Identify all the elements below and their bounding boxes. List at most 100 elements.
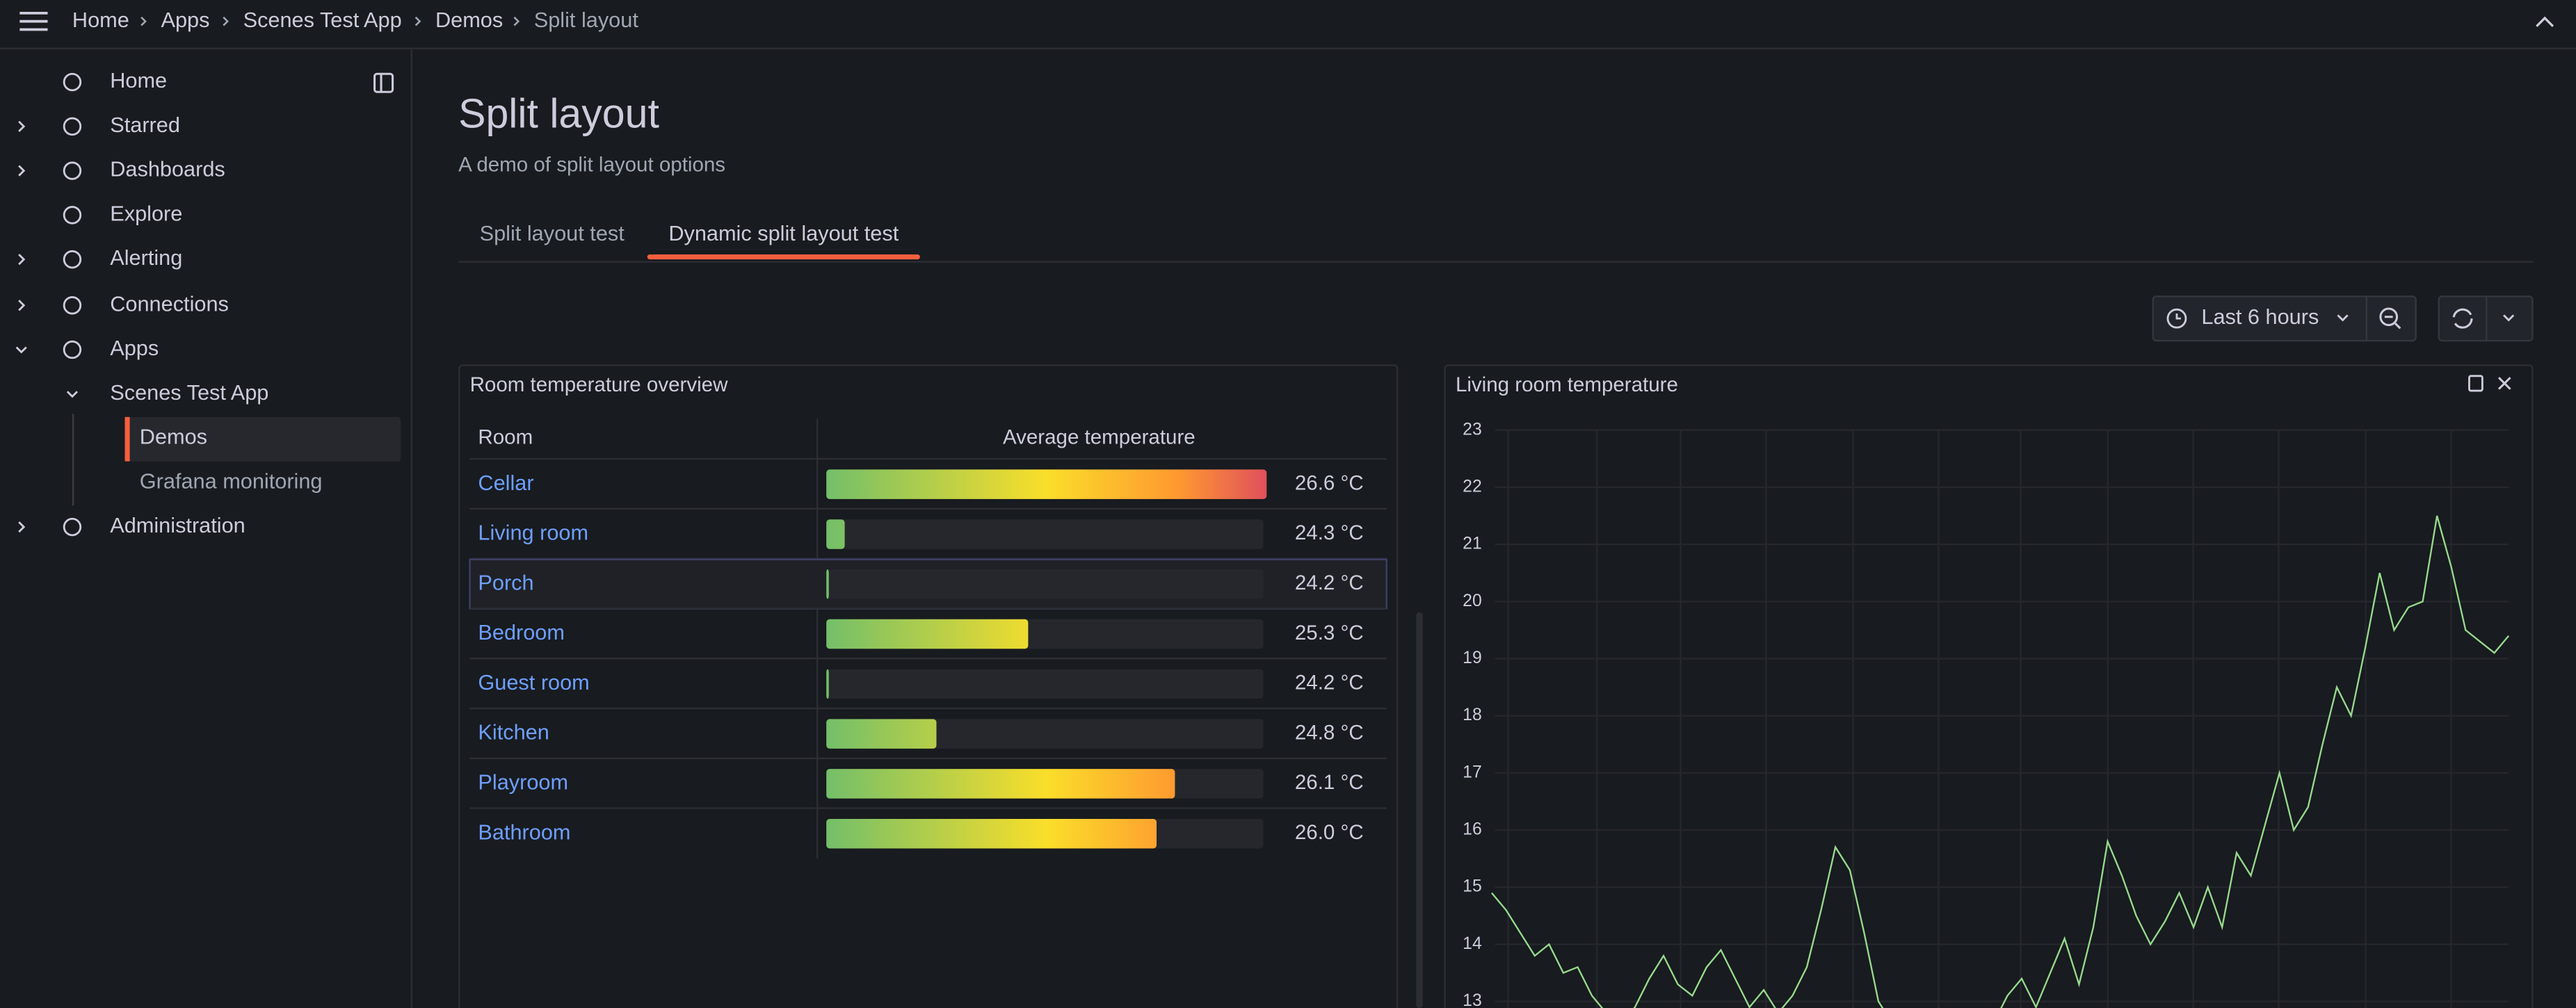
time-range[interactable]: Last 6 hours [2201,304,2319,329]
gauge-value: 26.1 °C [1295,771,1364,794]
nav-active-bg [124,416,401,462]
nav-active-marker [124,416,130,462]
nav-expand[interactable] [15,346,27,354]
gauge-track [826,519,1264,549]
dock-button[interactable] [373,72,394,93]
room-link[interactable]: Playroom [478,770,568,795]
gauge-value: 24.8 °C [1295,721,1364,744]
gauge-bar [826,818,1157,849]
breadcrumb-separator [223,16,230,26]
refresh-icon[interactable] [2452,308,2473,329]
nav-icon [63,206,82,225]
gauge-bar [826,769,1175,799]
gauge-bar [826,469,1267,499]
gauge-value: 26.0 °C [1295,821,1364,844]
nav-expand[interactable] [18,521,26,533]
breadcrumb-separator [140,16,147,26]
page-subtitle: A demo of split layout options [458,153,725,176]
nav-icon [63,517,82,537]
nav-icon [63,250,82,269]
y-tick-label: 21 [1463,535,1482,553]
nav-expand[interactable] [66,391,79,398]
nav-item[interactable]: Home [110,68,167,92]
nav-icon [63,340,82,359]
gauge-track [826,669,1264,699]
nav-expand[interactable] [18,254,26,266]
page-title: Split layout [458,90,659,136]
room-link[interactable]: Bathroom [478,820,570,844]
gauge-value: 25.3 °C [1295,621,1364,644]
room-link[interactable]: Kitchen [478,720,549,745]
room-link[interactable]: Porch [478,570,533,594]
y-tick-label: 23 [1463,420,1482,439]
column-header: Room [478,425,533,448]
zoom-handle [2394,323,2401,330]
nav-item[interactable]: Administration [110,513,245,537]
room-link[interactable]: Living room [478,521,588,545]
time-picker[interactable] [2152,295,2417,342]
breadcrumb[interactable]: Demos [435,8,503,32]
nav-item[interactable]: Starred [110,113,180,137]
breadcrumb[interactable]: Home [72,8,129,32]
y-tick-label: 17 [1463,763,1482,781]
zoom-out[interactable] [2379,307,2399,327]
breadcrumb[interactable]: Apps [161,8,210,32]
collapse-button[interactable] [2536,16,2554,27]
scrollbar[interactable] [1416,612,1423,1008]
gauge-value: 24.2 °C [1295,672,1364,694]
nav-icon [63,161,82,180]
tab-active[interactable]: Dynamic split layout test [668,221,899,245]
nav-item[interactable]: Apps [110,336,159,360]
nav-item[interactable]: Explore [110,201,182,225]
close-button[interactable] [2497,377,2511,390]
y-tick-label: 22 [1463,477,1482,496]
gauge-bar [826,619,1029,649]
y-tick-label: 14 [1463,934,1482,953]
nav-expand[interactable] [18,120,26,132]
nav-expand[interactable] [18,165,26,177]
nav-item[interactable]: Demos [140,425,207,449]
gauge-value: 26.6 °C [1295,471,1364,494]
clock-hands [2175,314,2181,320]
nav-item[interactable]: Alerting [110,245,182,270]
column-header: Average temperature [1003,425,1196,448]
gauge-bar [826,719,937,749]
tab[interactable]: Split layout test [480,221,625,245]
nav-icon [63,72,82,92]
gauge-bar [826,669,829,699]
menu-button[interactable] [19,12,48,31]
nav-item[interactable]: Dashboards [110,157,225,181]
chart-title: Living room temperature [1456,373,1678,396]
y-tick-label: 20 [1463,592,1482,610]
room-link[interactable]: Cellar [478,471,533,495]
nav-icon [63,296,82,315]
room-link[interactable]: Guest room [478,670,589,694]
y-tick-label: 16 [1463,820,1482,839]
gauge-bar [826,569,829,599]
nav-item[interactable]: Scenes Test App [110,380,268,405]
y-tick-label: 15 [1463,877,1482,896]
gauge-value: 24.2 °C [1295,571,1364,594]
chart-panel [1444,364,2534,1008]
breadcrumb-separator [513,16,520,26]
delete-button[interactable] [2468,375,2484,392]
time-caret [2337,314,2349,322]
nav-expand[interactable] [18,300,26,311]
breadcrumb: Split layout [534,8,639,32]
content: Home Apps Scenes Test App Demos Split layout… [15,8,2510,1008]
y-tick-label: 19 [1463,649,1482,667]
tab-underline [647,254,920,260]
gauge-track [826,569,1264,599]
breadcrumb[interactable]: Scenes Test App [243,8,402,32]
refresh-caret[interactable] [2503,314,2515,322]
breadcrumb-separator [414,16,421,26]
nav-item[interactable]: Connections [110,291,229,316]
table-panel-title: Room temperature overview [470,373,728,396]
nav-item[interactable]: Grafana monitoring [140,469,323,493]
gauge-bar [826,519,845,549]
clock-icon [2166,308,2187,329]
room-link[interactable]: Bedroom [478,620,565,644]
y-tick-label: 13 [1463,991,1482,1008]
